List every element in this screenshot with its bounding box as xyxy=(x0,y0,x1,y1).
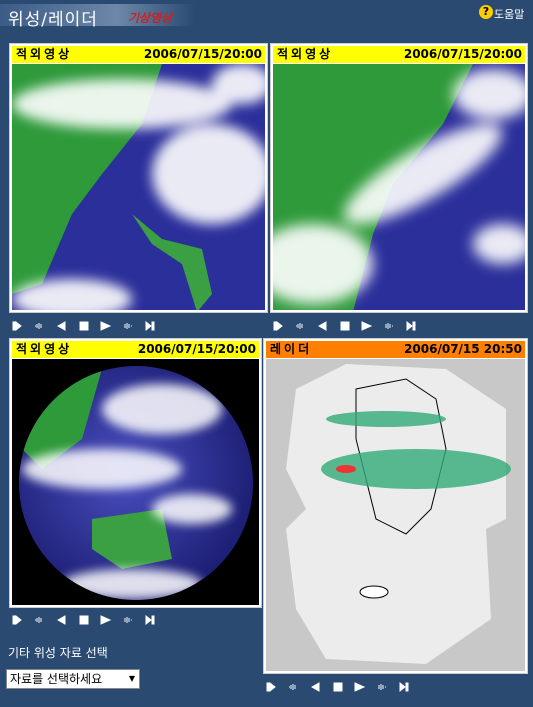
playback-button[interactable] xyxy=(56,320,68,332)
help-icon[interactable]: ? xyxy=(479,5,493,19)
playback-button[interactable] xyxy=(398,681,410,693)
button-icon xyxy=(56,321,66,331)
playback-button[interactable] xyxy=(78,320,90,332)
button-icon xyxy=(310,682,320,692)
panel-label: 적외영상 xyxy=(16,47,73,61)
playback-button[interactable] xyxy=(266,681,278,693)
button-icon xyxy=(333,682,343,692)
playback-button[interactable] xyxy=(100,614,112,626)
button-icon xyxy=(340,321,350,331)
playback-button[interactable] xyxy=(295,320,307,332)
panel-timestamp: 2006/07/15/20:00 xyxy=(403,47,522,61)
playback-button[interactable] xyxy=(310,681,322,693)
panel-label: 레이더 xyxy=(270,342,313,356)
panel-label: 적외영상 xyxy=(16,342,73,356)
header-band xyxy=(0,4,195,26)
radar-panel: 레이더 2006/07/15 20:50 xyxy=(263,338,528,674)
playback-button[interactable] xyxy=(144,614,156,626)
playback-button[interactable] xyxy=(288,681,300,693)
playback-button[interactable] xyxy=(317,320,329,332)
button-icon xyxy=(12,614,22,626)
playback-button[interactable] xyxy=(354,681,366,693)
playback-button[interactable] xyxy=(332,681,344,693)
button-icon xyxy=(361,321,373,331)
button-icon xyxy=(79,321,89,331)
panel-header: 적외영상 2006/07/15/20:00 xyxy=(273,46,525,63)
playback-button[interactable] xyxy=(405,320,417,332)
button-icon xyxy=(35,323,42,329)
panel-header: 적외영상 2006/07/15/20:00 xyxy=(12,46,265,63)
playback-button[interactable] xyxy=(56,614,68,626)
button-icon xyxy=(35,617,42,623)
button-icon xyxy=(100,615,112,625)
satellite-panel: 적외영상 2006/07/15/20:00 xyxy=(9,338,262,608)
image xyxy=(266,359,525,671)
header: 위성/레이더 기상영상 ? 도움말 xyxy=(0,0,533,30)
playback-button[interactable] xyxy=(12,320,24,332)
button-icon xyxy=(145,320,155,332)
button-icon xyxy=(273,320,283,332)
playback-button[interactable] xyxy=(122,320,134,332)
button-icon xyxy=(406,320,416,332)
button-icon xyxy=(399,681,409,693)
playback-button[interactable] xyxy=(361,320,373,332)
button-icon xyxy=(289,684,296,690)
satellite-panel: 적외영상 2006/07/15/20:00 xyxy=(270,43,528,313)
playback-button[interactable] xyxy=(34,320,46,332)
button-icon xyxy=(145,614,155,626)
header-title: 위성/레이더 xyxy=(8,10,98,30)
button-icon xyxy=(385,323,393,329)
playback-button[interactable] xyxy=(376,681,388,693)
playback-button[interactable] xyxy=(12,614,24,626)
panel-header: 적외영상 2006/07/15/20:00 xyxy=(12,341,259,358)
image xyxy=(273,64,525,310)
panel-timestamp: 2006/07/15/20:00 xyxy=(137,342,256,356)
button-icon xyxy=(378,684,386,690)
button-icon xyxy=(79,615,89,625)
playback-button[interactable] xyxy=(339,320,351,332)
playback-button[interactable] xyxy=(383,320,395,332)
header-subtitle: 기상영상 xyxy=(128,11,173,25)
select-arrow: ▼ xyxy=(128,674,135,683)
data-select[interactable]: 자료를 선택하세요 ▼ xyxy=(6,669,140,689)
button-icon xyxy=(124,323,132,329)
satellite-image[interactable] xyxy=(12,64,265,310)
image xyxy=(12,64,265,310)
button-icon xyxy=(354,682,366,692)
playback-button[interactable] xyxy=(34,614,46,626)
button-icon xyxy=(100,321,112,331)
panel-timestamp: 2006/07/15 20:50 xyxy=(404,342,522,356)
button-icon xyxy=(56,615,66,625)
button-icon xyxy=(296,323,303,329)
other-data-label: 기타 위성 자료 선택 xyxy=(8,646,108,660)
radar-image[interactable] xyxy=(266,359,525,671)
button-icon xyxy=(266,681,276,693)
panel-timestamp: 2006/07/15/20:00 xyxy=(143,47,262,61)
select-text: 자료를 선택하세요 xyxy=(10,672,103,686)
button-icon xyxy=(124,617,132,623)
button-icon xyxy=(317,321,327,331)
playback-button[interactable] xyxy=(122,614,134,626)
image xyxy=(12,359,259,605)
satellite-image[interactable] xyxy=(273,64,525,310)
satellite-panel: 적외영상 2006/07/15/20:00 xyxy=(9,43,268,313)
playback-button[interactable] xyxy=(78,614,90,626)
playback-button[interactable] xyxy=(144,320,156,332)
satellite-image[interactable] xyxy=(12,359,259,605)
help-link[interactable]: 도움말 xyxy=(494,8,525,21)
playback-button[interactable] xyxy=(100,320,112,332)
playback-button[interactable] xyxy=(273,320,285,332)
button-icon xyxy=(12,320,22,332)
panel-header: 레이더 2006/07/15 20:50 xyxy=(266,341,525,358)
panel-label: 적외영상 xyxy=(277,47,334,61)
